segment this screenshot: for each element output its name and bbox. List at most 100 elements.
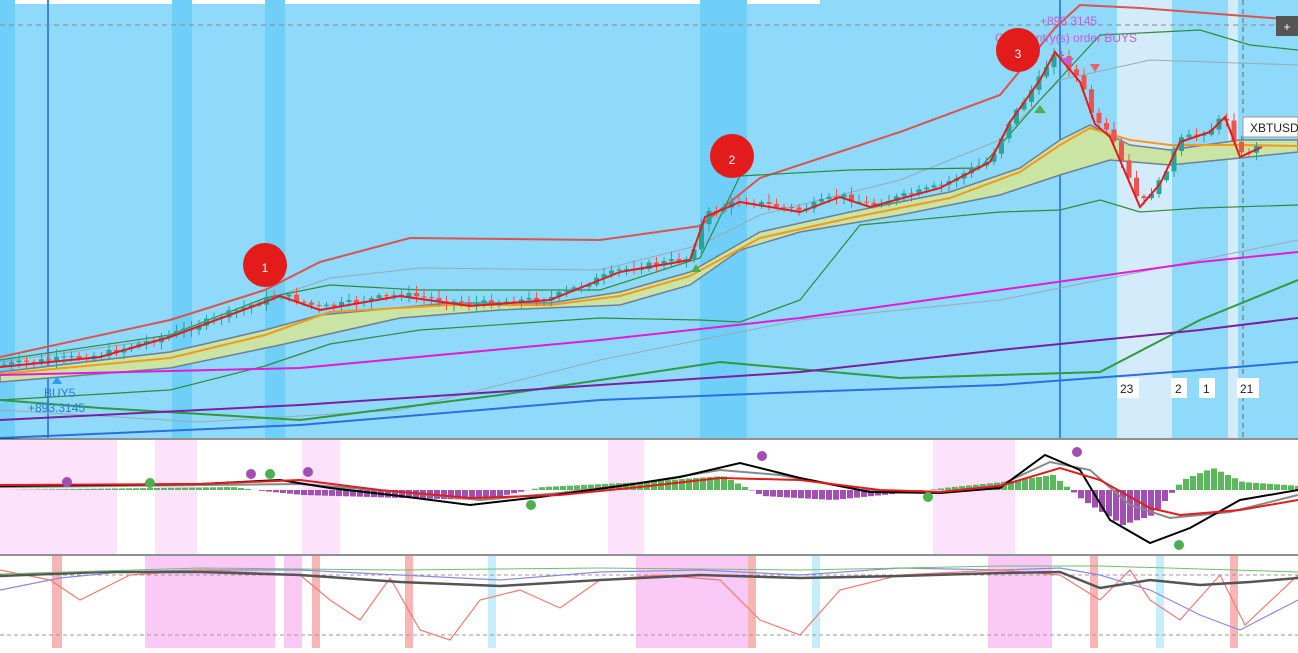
hist-bar xyxy=(245,489,251,490)
hist-bar xyxy=(826,490,832,500)
hist-bar xyxy=(560,486,566,490)
hist-bar xyxy=(511,490,517,493)
hist-bar xyxy=(1064,487,1070,490)
buy-label: BUY5 xyxy=(44,386,76,400)
marker-label: 3 xyxy=(1015,47,1022,61)
marker: 1 xyxy=(243,243,287,287)
hist-bar xyxy=(784,490,790,497)
hist-bar xyxy=(1267,484,1273,490)
candle-body xyxy=(767,202,772,204)
candle-body xyxy=(1239,142,1244,153)
close-profit: +893.3145 xyxy=(1040,14,1097,28)
hist-bar xyxy=(217,487,223,490)
hist-bar xyxy=(91,489,97,490)
candle-body xyxy=(54,357,59,361)
hist-bar xyxy=(1022,479,1028,490)
hist-bar xyxy=(336,490,342,496)
candle-body xyxy=(384,295,389,296)
hist-bar xyxy=(1232,478,1238,490)
candle-body xyxy=(302,302,307,303)
hist-bar xyxy=(308,490,314,495)
hist-bar xyxy=(763,490,769,496)
hist-bar xyxy=(266,490,272,492)
candle-body xyxy=(789,207,794,208)
hist-bar xyxy=(1155,490,1161,509)
hist-bar xyxy=(294,490,300,494)
hist-bar xyxy=(126,488,132,490)
candle-body xyxy=(1104,123,1109,129)
candle-body xyxy=(459,301,464,303)
candle-body xyxy=(414,293,419,296)
hist-bar xyxy=(574,485,580,490)
hist-bar xyxy=(287,490,293,494)
hist-bar xyxy=(168,488,174,490)
candle-body xyxy=(864,202,869,203)
hist-bar xyxy=(945,488,951,490)
add-button-label[interactable]: + xyxy=(1283,20,1290,34)
candle-body xyxy=(347,300,352,302)
hist-bar xyxy=(224,487,230,490)
hist-bar xyxy=(833,490,839,500)
hist-bar xyxy=(1274,484,1280,490)
candle-body xyxy=(924,188,929,190)
hist-bar xyxy=(147,488,153,490)
marker-label: 1 xyxy=(262,261,269,275)
hist-bar xyxy=(140,488,146,490)
hist-bar xyxy=(532,489,538,490)
band xyxy=(302,440,340,554)
candle-body xyxy=(759,202,764,205)
hist-bar xyxy=(798,490,804,498)
hist-bar xyxy=(1183,479,1189,490)
hist-bar xyxy=(791,490,797,498)
hist-bar xyxy=(1225,475,1231,490)
hist-bar xyxy=(1120,490,1126,525)
candle-body xyxy=(872,203,877,205)
hist-bar xyxy=(1190,476,1196,490)
candle-body xyxy=(24,361,29,362)
hist-bar xyxy=(819,490,825,499)
candle-body xyxy=(527,298,532,299)
candle-body xyxy=(909,193,914,194)
hist-bar xyxy=(238,488,244,490)
hist-bar xyxy=(1057,481,1063,490)
hist-bar xyxy=(749,490,755,491)
hist-bar xyxy=(742,487,748,490)
candle-body xyxy=(392,295,397,296)
candle-body xyxy=(1112,130,1117,142)
hist-bar xyxy=(119,488,125,490)
candle-body xyxy=(309,302,314,305)
candle-body xyxy=(774,204,779,207)
hist-bar xyxy=(70,489,76,490)
candle-body xyxy=(9,362,14,364)
candle-body xyxy=(62,356,67,357)
candle-body xyxy=(782,207,787,208)
candle-body xyxy=(287,295,292,297)
hist-bar xyxy=(301,490,307,495)
hist-bar xyxy=(1029,478,1035,490)
hist-bar xyxy=(42,489,48,490)
candle-body xyxy=(332,305,337,307)
hist-bar xyxy=(854,490,860,498)
candle-body xyxy=(797,207,802,210)
hist-bar xyxy=(63,489,69,490)
hist-bar xyxy=(175,488,181,490)
candle-body xyxy=(324,305,329,306)
hist-bar xyxy=(1078,490,1084,498)
hist-bar xyxy=(98,489,104,490)
hist-bar xyxy=(1253,483,1259,490)
hist-bar xyxy=(1239,482,1245,490)
candle-body xyxy=(1059,55,1064,57)
candle-body xyxy=(377,295,382,298)
band xyxy=(0,440,117,554)
hist-bar xyxy=(49,489,55,490)
hist-bar xyxy=(322,490,328,496)
band xyxy=(608,440,644,554)
hist-bar xyxy=(1211,468,1217,490)
hist-bar xyxy=(280,490,286,493)
hist-bar xyxy=(735,484,741,491)
hist-bar xyxy=(1246,482,1252,490)
hist-bar xyxy=(770,490,776,497)
candle-body xyxy=(1097,113,1102,123)
symbol: XBTUSD xyxy=(1250,121,1298,135)
hist-bar xyxy=(1071,490,1077,493)
